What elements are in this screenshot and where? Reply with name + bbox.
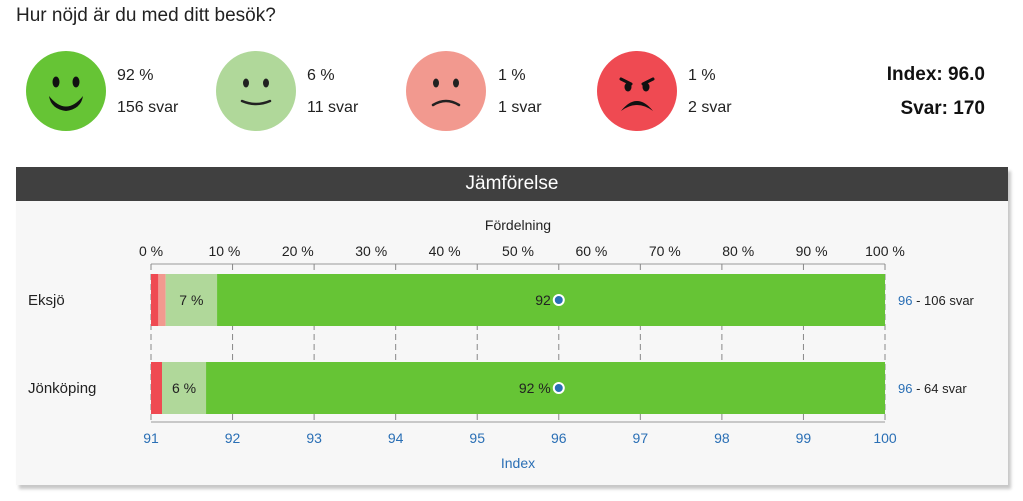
top-axis-tick-label: 70 %	[649, 243, 681, 259]
index-marker	[552, 294, 565, 306]
top-axis-tick-label: 40 %	[429, 243, 461, 259]
comparison-header: Jämförelse	[16, 167, 1008, 201]
bar-segment	[217, 274, 885, 326]
bar-segment-label: 92 %	[519, 380, 551, 396]
happy-face-icon	[216, 51, 296, 131]
bar-segment	[151, 274, 159, 326]
top-axis-tick-label: 80 %	[722, 243, 754, 259]
very-happy-responses: 156 svar	[117, 99, 179, 116]
bar-segment	[162, 362, 207, 414]
top-axis-tick-label: 30 %	[355, 243, 387, 259]
top-axis-tick-label: 20 %	[282, 243, 314, 259]
summary-responses: Svar: 170	[900, 98, 985, 119]
bottom-axis-tick-label: 97	[633, 430, 649, 446]
bottom-axis-tick-label: 93	[306, 430, 322, 446]
bottom-axis-title: Index	[501, 455, 535, 471]
bar-segment-label: 6 %	[172, 380, 196, 396]
unhappy-responses: 1 svar	[498, 99, 542, 116]
summary-index: Index: 96.0	[886, 64, 985, 85]
bar-segment	[158, 274, 166, 326]
very-unhappy-responses: 2 svar	[688, 99, 732, 116]
bar-segment	[206, 362, 886, 414]
top-axis-tick-label: 0 %	[139, 243, 163, 259]
happy-percent: 6 %	[307, 67, 335, 84]
bottom-axis-tick-label: 99	[796, 430, 812, 446]
index-marker	[552, 382, 565, 394]
row-responses: - 106 svar	[912, 293, 974, 308]
bottom-axis-tick-label: 92	[225, 430, 241, 446]
comparison-chart: Fördelning 0 % 10 % 20 % 30 % 40 % 50 % 60 % 70 …	[28, 217, 975, 471]
row-index-value: 96	[898, 293, 912, 308]
bottom-axis-tick-label: 98	[714, 430, 730, 446]
bottom-axis-tick-label: 96	[551, 430, 567, 446]
row-responses: - 64 svar	[912, 381, 967, 396]
very-unhappy-face-icon	[597, 51, 677, 131]
bar-segment	[165, 274, 218, 326]
bar-segment-label: 7 %	[179, 292, 203, 308]
bottom-axis-tick-label: 95	[469, 430, 485, 446]
comparison-panel: Jämförelse Fördelning 0 % 10 % 20 % 30 % 40 %…	[16, 167, 1008, 485]
chart-title: Fördelning	[485, 217, 551, 233]
very-happy-face-icon	[26, 51, 106, 131]
row-label: Jönköping	[28, 380, 96, 397]
question-title: Hur nöjd är du med ditt besök?	[16, 5, 276, 26]
top-axis-tick-label: 100 %	[865, 243, 905, 259]
row-summary: 96 - 64 svar	[898, 381, 967, 396]
top-axis-tick-label: 60 %	[575, 243, 607, 259]
bar-segment-label: 92	[535, 292, 551, 308]
bottom-axis-tick-label: 91	[143, 430, 159, 446]
happy-responses: 11 svar	[307, 99, 359, 116]
top-axis-tick-label: 50 %	[502, 243, 534, 259]
unhappy-face-icon	[406, 51, 486, 131]
very-happy-percent: 92 %	[117, 67, 154, 84]
top-axis-tick-label: 90 %	[796, 243, 828, 259]
unhappy-percent: 1 %	[498, 67, 526, 84]
row-index-value: 96	[898, 381, 912, 396]
row-label: Eksjö	[28, 292, 65, 309]
bar-segment	[151, 362, 163, 414]
very-unhappy-percent: 1 %	[688, 67, 716, 84]
bottom-axis-tick-label: 100	[873, 430, 897, 446]
bottom-axis-tick-label: 94	[388, 430, 404, 446]
row-summary: 96 - 106 svar	[898, 293, 975, 308]
top-axis-tick-label: 10 %	[208, 243, 240, 259]
